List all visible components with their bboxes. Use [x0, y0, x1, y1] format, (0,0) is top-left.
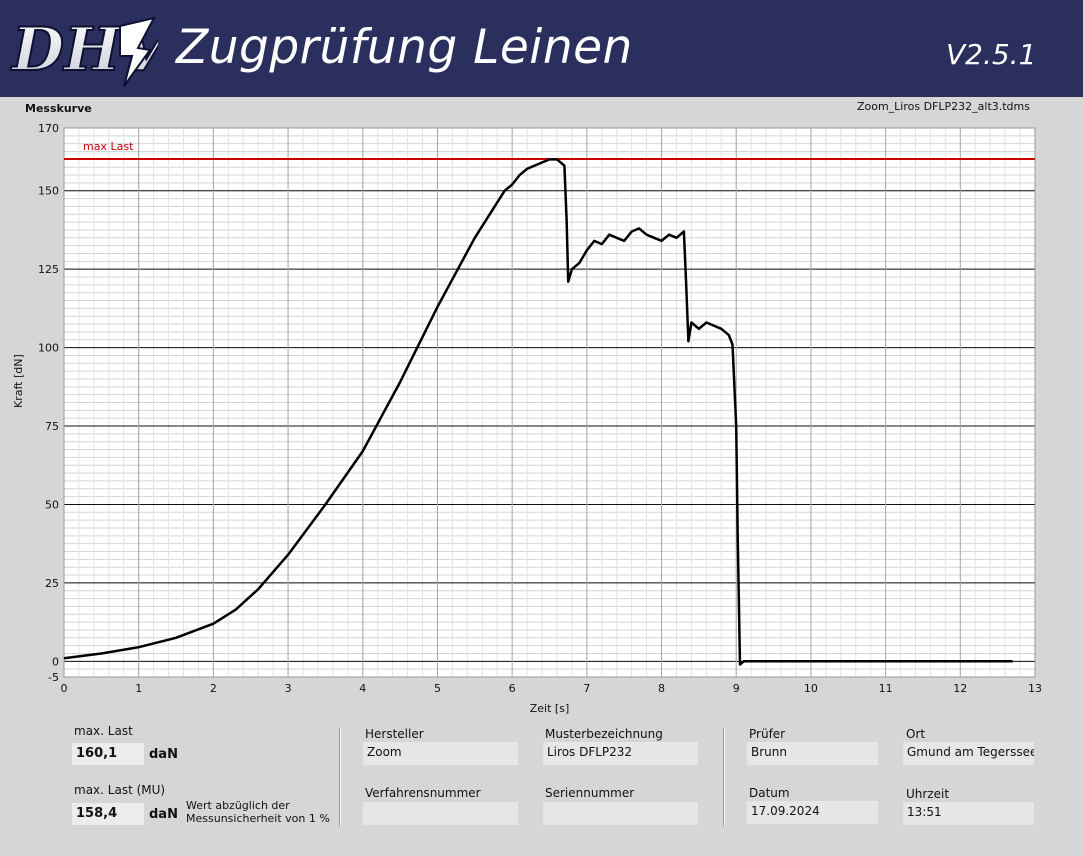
version-label: V2.5.1 [946, 38, 1037, 71]
datum-field[interactable]: 17.09.2024 [747, 801, 878, 824]
graph-file-name: Zoom_Liros DFLP232_alt3.tdms [856, 100, 1030, 113]
separator-2 [723, 728, 725, 826]
y-tick-label: 25 [45, 577, 59, 590]
verfahrensnummer-field[interactable] [363, 802, 518, 825]
musterbezeichnung-label: Musterbezeichnung [545, 727, 663, 741]
max-last-mu-label: max. Last (MU) [74, 783, 166, 797]
plot-frame [63, 127, 1036, 678]
graph-section-title: Messkurve [25, 102, 92, 115]
y-tick-label: 0 [52, 655, 59, 668]
x-tick-label: 4 [359, 682, 366, 695]
y-tick-label: -5 [48, 671, 59, 684]
max-last-line-label: max Last [83, 140, 134, 153]
x-tick-label: 0 [61, 682, 68, 695]
dhv-logo: DHV [9, 14, 158, 87]
y-tick-label: 75 [45, 420, 59, 433]
max-last-mu-unit: daN [149, 807, 178, 822]
verfahrensnummer-label: Verfahrensnummer [365, 786, 481, 800]
mu-note-line-2: Messunsicherheit von 1 % [186, 812, 330, 825]
seriennummer-label: Seriennummer [545, 786, 635, 800]
seriennummer-field[interactable] [543, 802, 698, 825]
max-last-unit: daN [149, 747, 178, 762]
x-tick-label: 13 [1028, 682, 1042, 695]
max-last-value: 160,1 [72, 743, 144, 765]
chart-y-axis-label: Kraft [dN] [12, 354, 25, 408]
hersteller-label: Hersteller [365, 727, 424, 741]
header-bar: DHV Zugprüfung Leinen V2.5.1 [0, 0, 1083, 97]
x-tick-label: 2 [210, 682, 217, 695]
musterbezeichnung-field[interactable]: Liros DFLP232 [543, 742, 698, 765]
hersteller-field[interactable]: Zoom [363, 742, 518, 765]
ort-label: Ort [906, 727, 926, 741]
x-tick-label: 12 [953, 682, 967, 695]
x-tick-label: 6 [509, 682, 516, 695]
max-last-mu-value: 158,4 [72, 803, 144, 825]
y-tick-label: 125 [38, 263, 59, 276]
pruefer-field[interactable]: Brunn [747, 742, 878, 765]
x-tick-label: 3 [285, 682, 292, 695]
x-tick-label: 10 [804, 682, 818, 695]
x-tick-label: 1 [135, 682, 142, 695]
y-tick-label: 170 [38, 122, 59, 135]
y-tick-label: 50 [45, 498, 59, 511]
force-series-line [63, 158, 1013, 666]
uhrzeit-label: Uhrzeit [906, 787, 950, 801]
app-title: Zugprüfung Leinen [176, 20, 633, 75]
x-tick-label: 8 [658, 682, 665, 695]
x-tick-label: 5 [434, 682, 441, 695]
y-tick-label: 150 [38, 185, 59, 198]
mu-note-line-1: Wert abzüglich der [186, 799, 290, 812]
pruefer-label: Prüfer [749, 727, 786, 741]
ort-field[interactable]: Gmund am Tegerssee [903, 742, 1034, 765]
x-tick-label: 9 [733, 682, 740, 695]
uhrzeit-field[interactable]: 13:51 [903, 802, 1034, 825]
max-last-label: max. Last [74, 724, 133, 738]
y-tick-label: 100 [38, 342, 59, 355]
datum-label: Datum [749, 786, 790, 800]
separator-1 [339, 728, 341, 826]
x-axis-label: Zeit [s] [530, 702, 569, 715]
x-tick-label: 11 [879, 682, 893, 695]
x-tick-label: 7 [583, 682, 590, 695]
